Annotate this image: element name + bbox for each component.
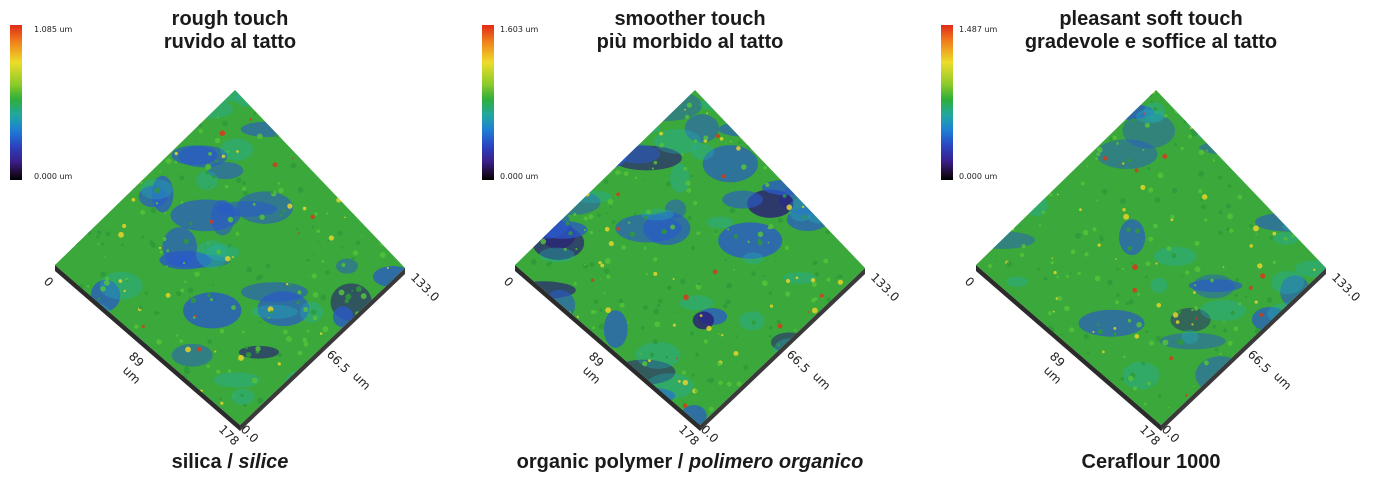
height-colorbar	[10, 25, 22, 180]
axis-label-right-max: 133.0	[1329, 270, 1363, 304]
surface-side-right	[700, 268, 865, 431]
colorbar-min-label: 0.000 um	[500, 172, 539, 181]
colorbar-min-label: 0.000 um	[34, 172, 73, 181]
axis-label-mid-right-unit: um	[350, 369, 374, 393]
axis-label-left-zero: 0	[962, 274, 977, 289]
colorbar-min-label: 0.000 um	[959, 172, 998, 181]
title-line-1: smoother touch	[614, 8, 766, 30]
panel-ceraflour: pleasant soft touch gradevole e soffice …	[921, 0, 1381, 484]
axis-label-mid-left-unit: um	[120, 363, 144, 387]
caption-main: Ceraflour 1000	[1081, 451, 1221, 473]
panel-silica: rough touch ruvido al tatto 1.085 um 0.0…	[0, 0, 460, 484]
axis-label-mid-left-unit: um	[580, 363, 604, 387]
surface-side-left	[55, 265, 240, 431]
surface-side-left	[515, 265, 700, 431]
title-line-1: rough touch	[171, 8, 289, 30]
surface-side-right	[240, 268, 405, 431]
axis-label-left-zero: 0	[501, 274, 516, 289]
axis-label-mid-right: 66.5	[324, 347, 353, 376]
caption-italic: silice	[238, 451, 289, 473]
panel-caption: Ceraflour 1000	[921, 450, 1381, 474]
height-colorbar	[941, 25, 953, 180]
title-line-2: gradevole e soffice al tatto	[1024, 31, 1278, 53]
colorbar-max-label: 1.085 um	[34, 25, 73, 34]
axis-label-mid-left-unit: um	[1041, 363, 1065, 387]
caption-italic: polimero organico	[688, 451, 864, 473]
surface-top	[976, 90, 1326, 425]
axis-label-right-max: 133.0	[868, 270, 902, 304]
surface-side-right	[1161, 268, 1326, 431]
panel-organic-polymer: smoother touch più morbido al tatto 1.60…	[460, 0, 920, 484]
axis-label-mid-right-unit: um	[810, 369, 834, 393]
surface-side-left	[976, 265, 1161, 431]
axis-label-left-zero: 0	[41, 274, 56, 289]
title-line-2: ruvido al tatto	[163, 31, 297, 53]
colorbar-max-label: 1.487 um	[959, 25, 998, 34]
caption-main: organic polymer /	[516, 451, 689, 473]
title-line-2: più morbido al tatto	[596, 31, 784, 53]
axis-label-mid-right: 66.5	[1245, 347, 1274, 376]
axis-label-mid-right: 66.5	[784, 347, 813, 376]
title-line-1: pleasant soft touch	[1059, 8, 1243, 30]
panel-caption: organic polymer / polimero organico	[460, 450, 920, 474]
axis-label-right-max: 133.0	[408, 270, 442, 304]
axis-label-mid-right-unit: um	[1271, 369, 1295, 393]
height-colorbar	[482, 25, 494, 180]
panel-caption: silica / silice	[0, 450, 460, 474]
caption-main: silica /	[171, 451, 239, 473]
colorbar-max-label: 1.603 um	[500, 25, 539, 34]
